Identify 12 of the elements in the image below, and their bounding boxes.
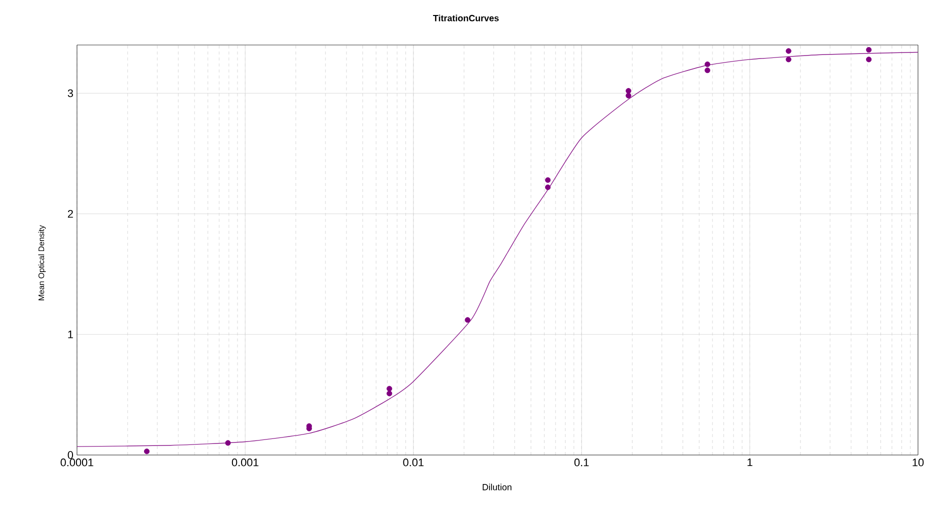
x-tick-label: 0.0001 bbox=[60, 458, 94, 466]
y-tick-label: 0 bbox=[68, 451, 74, 459]
x-tick-label: 10 bbox=[912, 458, 924, 466]
x-tick-label: 0.1 bbox=[574, 458, 589, 466]
chart-title: TitrationCurves bbox=[433, 14, 499, 22]
x-axis-title: Dilution bbox=[482, 484, 512, 490]
x-tick-label: 1 bbox=[748, 458, 752, 466]
y-tick-label: 2 bbox=[68, 210, 73, 218]
y-tick-label: 1 bbox=[68, 330, 73, 338]
x-tick-label: 0.001 bbox=[232, 458, 258, 466]
x-tick-label: 0.01 bbox=[403, 458, 424, 466]
y-tick-label: 3 bbox=[68, 89, 73, 98]
